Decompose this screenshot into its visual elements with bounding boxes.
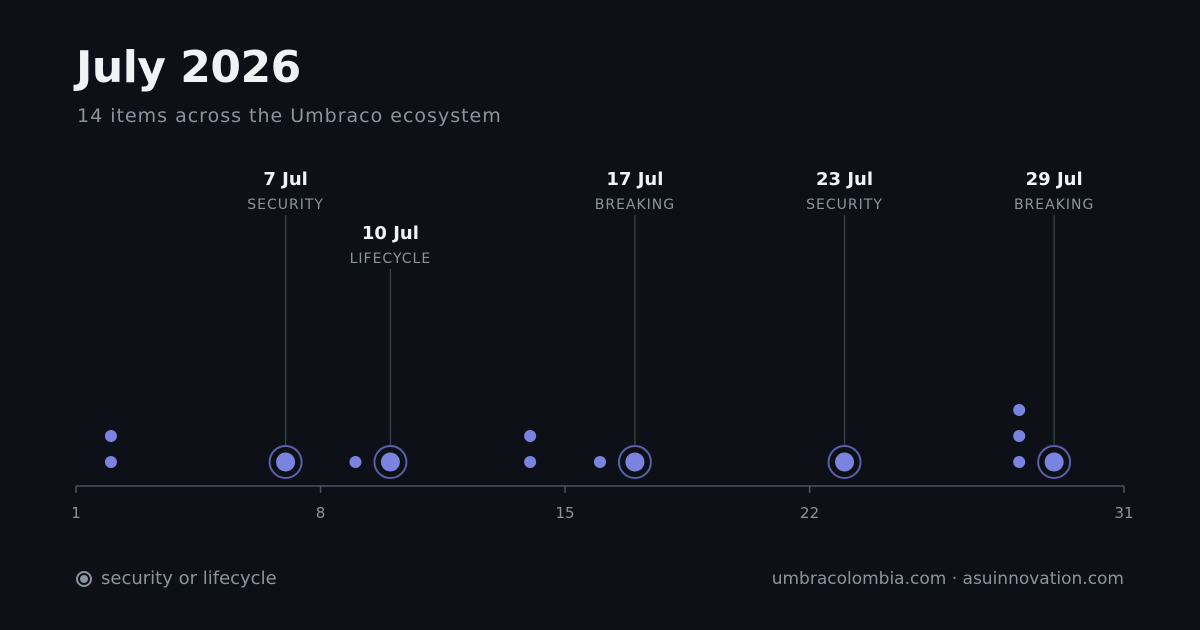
page-subtitle: 14 items across the Umbraco ecosystem (77, 105, 502, 127)
item-dot (524, 456, 537, 468)
highlight-ring (373, 445, 408, 479)
footer-sites: umbracolombia.com · asuinnovation.com (771, 569, 1124, 589)
page-title: July 2026 (76, 42, 301, 93)
event-date-label: 29 Jul (1026, 169, 1083, 190)
legend: security or lifecycle (76, 568, 277, 589)
x-tick-label: 8 (316, 504, 326, 522)
x-tick-label: 22 (800, 504, 819, 522)
event-date-label: 23 Jul (816, 169, 873, 190)
x-tick-label: 15 (556, 504, 575, 522)
legend-label: security or lifecycle (101, 568, 277, 589)
highlight-ring (268, 445, 303, 479)
item-dot (1013, 456, 1026, 468)
x-tick-label: 1 (71, 504, 81, 522)
item-dot (1013, 404, 1026, 416)
highlighted-dot (835, 452, 855, 472)
event-category-label: BREAKING (595, 197, 675, 213)
event-date-label: 17 Jul (606, 169, 663, 190)
highlight-ring (827, 445, 862, 479)
item-dot (1013, 430, 1026, 442)
event-date-label: 7 Jul (263, 169, 307, 190)
item-dot (524, 430, 537, 442)
event-category-label: SECURITY (806, 197, 883, 213)
item-dot (594, 456, 606, 468)
ring-dot-icon (76, 570, 92, 587)
event-category-label: BREAKING (1014, 197, 1094, 213)
event-category-label: SECURITY (247, 197, 324, 213)
highlighted-dot (1044, 452, 1064, 472)
event-date-label: 10 Jul (362, 223, 419, 244)
highlighted-dot (380, 452, 400, 472)
item-dot (349, 456, 362, 468)
item-dot (104, 456, 117, 468)
item-dot (104, 430, 117, 442)
event-category-label: LIFECYCLE (350, 251, 432, 267)
highlight-ring (617, 445, 652, 479)
highlighted-dot (276, 452, 296, 472)
highlighted-dot (625, 452, 645, 472)
x-tick-label: 31 (1114, 504, 1133, 522)
highlight-ring (1037, 445, 1072, 479)
